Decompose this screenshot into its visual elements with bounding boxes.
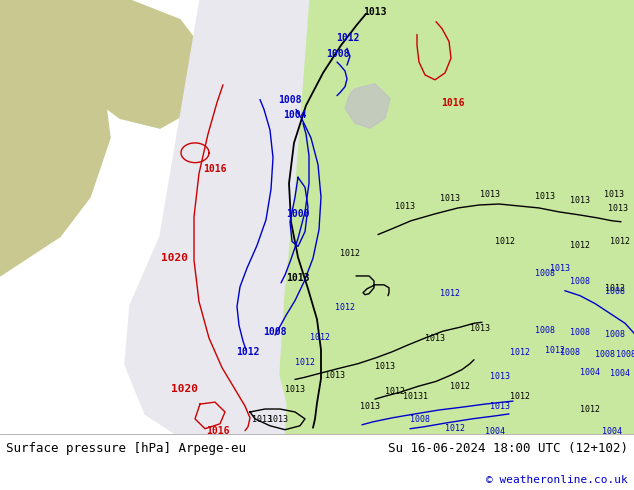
Polygon shape — [285, 0, 634, 434]
Text: 1008: 1008 — [595, 350, 615, 359]
Text: 1004: 1004 — [580, 368, 600, 376]
Text: 1016: 1016 — [441, 98, 465, 108]
Polygon shape — [0, 0, 210, 128]
Text: 1016: 1016 — [206, 426, 230, 436]
Text: 1008: 1008 — [605, 330, 625, 339]
Text: 1008: 1008 — [570, 277, 590, 286]
Text: 1004: 1004 — [610, 369, 630, 378]
Text: 1012: 1012 — [510, 392, 530, 401]
Text: Su 16-06-2024 18:00 UTC (12+102): Su 16-06-2024 18:00 UTC (12+102) — [387, 442, 628, 455]
Text: 1013: 1013 — [360, 402, 380, 411]
Text: 1008: 1008 — [560, 348, 580, 357]
Text: 1012: 1012 — [495, 238, 515, 246]
Polygon shape — [345, 84, 390, 128]
Text: © weatheronline.co.uk: © weatheronline.co.uk — [486, 475, 628, 485]
Text: 1008: 1008 — [263, 327, 287, 337]
Text: 1013: 1013 — [285, 385, 305, 394]
Text: 1008: 1008 — [616, 350, 634, 359]
Text: 1013: 1013 — [490, 372, 510, 381]
Polygon shape — [0, 0, 110, 276]
Text: 1012: 1012 — [545, 346, 565, 355]
Text: 1008: 1008 — [605, 287, 625, 295]
Text: 1008: 1008 — [535, 326, 555, 335]
Text: 1013: 1013 — [535, 192, 555, 201]
Text: 1013: 1013 — [395, 202, 415, 211]
Text: 1013: 1013 — [252, 415, 272, 424]
Text: 1008: 1008 — [535, 269, 555, 278]
Text: 1013: 1013 — [480, 190, 500, 199]
Text: 1013: 1013 — [375, 362, 395, 370]
Text: 1013: 1013 — [570, 196, 590, 205]
Text: 1012: 1012 — [236, 347, 260, 357]
Text: 1012: 1012 — [570, 242, 590, 250]
Text: 1012: 1012 — [510, 348, 530, 357]
Text: 1013: 1013 — [608, 204, 628, 213]
Text: 1013: 1013 — [363, 7, 387, 17]
Text: 1013: 1013 — [490, 402, 510, 411]
Text: 1004: 1004 — [602, 427, 622, 436]
Text: 1012: 1012 — [340, 249, 360, 258]
Text: 1004: 1004 — [485, 427, 505, 436]
Text: 1012: 1012 — [605, 284, 625, 293]
Text: 1008: 1008 — [570, 328, 590, 337]
Polygon shape — [280, 0, 634, 434]
Text: 1008: 1008 — [278, 96, 302, 105]
Text: 1020: 1020 — [162, 253, 188, 263]
Text: 1000: 1000 — [286, 209, 310, 219]
Text: 1013: 1013 — [425, 334, 445, 343]
Text: 1012: 1012 — [580, 405, 600, 414]
Text: 1013: 1013 — [550, 264, 570, 273]
Text: 1013: 1013 — [470, 324, 490, 333]
Text: 1012: 1012 — [335, 303, 355, 313]
Text: Surface pressure [hPa] Arpege-eu: Surface pressure [hPa] Arpege-eu — [6, 442, 247, 455]
Text: 1012: 1012 — [440, 289, 460, 297]
Text: 1013: 1013 — [286, 273, 310, 283]
Text: 1008: 1008 — [410, 415, 430, 424]
Text: 1013: 1013 — [604, 190, 624, 199]
Text: 1020: 1020 — [172, 384, 198, 394]
Text: 1016: 1016 — [204, 165, 227, 174]
Polygon shape — [125, 0, 634, 434]
Text: 1012: 1012 — [310, 333, 330, 342]
Text: 1012: 1012 — [295, 358, 315, 367]
Text: 1012: 1012 — [385, 387, 405, 396]
Polygon shape — [460, 0, 634, 434]
Text: 1013: 1013 — [440, 194, 460, 203]
Text: 1004: 1004 — [283, 110, 307, 120]
Text: 1012: 1012 — [445, 424, 465, 433]
Text: 1013: 1013 — [325, 371, 345, 380]
Text: 1012: 1012 — [450, 382, 470, 392]
Text: 1012: 1012 — [336, 33, 359, 44]
Text: 1008: 1008 — [327, 49, 350, 59]
Text: 1013: 1013 — [268, 415, 288, 424]
Text: 10131: 10131 — [403, 392, 427, 401]
Text: 1012: 1012 — [610, 238, 630, 246]
